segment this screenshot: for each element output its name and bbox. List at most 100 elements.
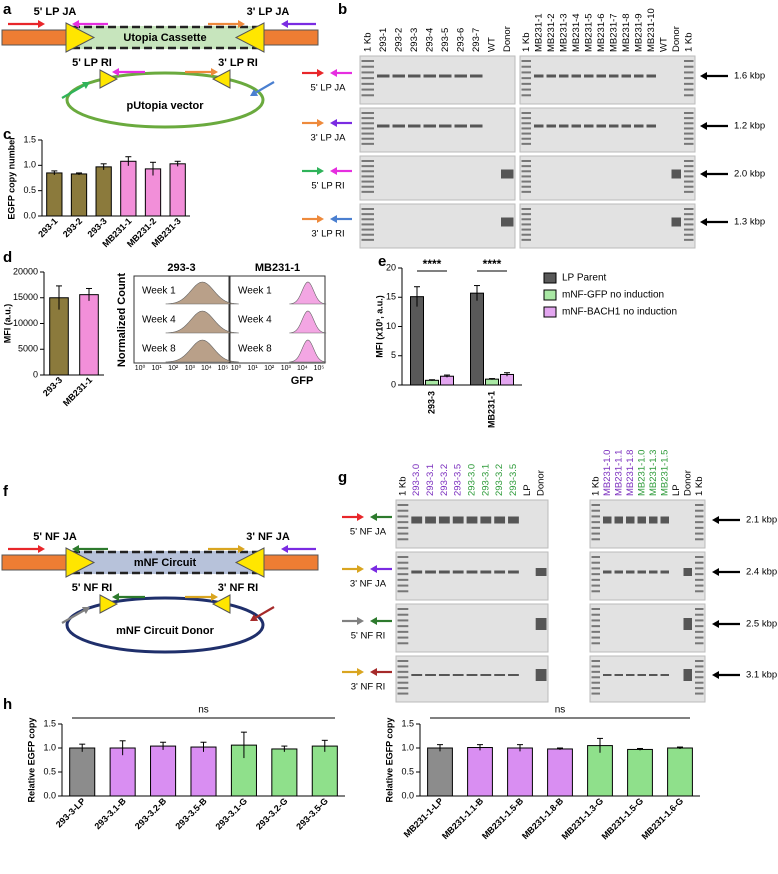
gel-band: [423, 124, 436, 128]
ladder-band: [591, 521, 600, 524]
ladder-band: [591, 504, 600, 506]
gel-band: [494, 674, 506, 676]
gel-band: [603, 516, 612, 524]
ladder-band: [361, 218, 374, 221]
arrow-head: [357, 668, 364, 676]
gel-image: [395, 655, 549, 703]
primer-label: 3' LP JA: [247, 6, 290, 18]
ladder-band: [684, 112, 694, 114]
ladder-band: [695, 670, 704, 673]
primer-label: 3' NF JA: [246, 531, 290, 543]
x-tick-label: 293-3: [41, 375, 64, 398]
arrow-head: [700, 218, 707, 226]
arrow-head: [712, 568, 719, 576]
ladder-band: [591, 567, 600, 570]
ladder-band: [361, 165, 374, 168]
flow-tick: 10¹: [248, 365, 259, 372]
ladder-band: [361, 71, 374, 74]
lane-label: MB231-1.1: [613, 450, 624, 496]
x-tick-label: MB231-1.1-B: [440, 796, 486, 842]
ladder-band: [684, 94, 694, 97]
ladder-band: [521, 213, 531, 216]
ladder-band: [361, 208, 374, 210]
ladder-band: [521, 88, 531, 91]
ladder-band: [684, 77, 694, 80]
lane-label: Donor: [682, 470, 693, 496]
y-axis-label: MFI (x10³, a.u.): [374, 295, 384, 358]
y-axis-label: Relative EGFP copy: [384, 718, 394, 803]
bar: [410, 296, 424, 386]
x-tick-label: MB231-1.6-G: [640, 796, 686, 842]
ladder-band: [695, 504, 704, 506]
ladder-band: [684, 132, 694, 135]
ladder-band: [591, 642, 600, 645]
y-tick-label: 1.0: [401, 742, 414, 752]
arrow-head: [72, 545, 79, 553]
gel-band: [466, 674, 478, 676]
ladder-band: [684, 88, 694, 91]
y-tick-label: 15: [386, 292, 396, 302]
ladder-band: [397, 692, 409, 695]
bar: [587, 745, 613, 797]
lox-site: [234, 22, 265, 53]
flow-week: Week 1: [142, 286, 176, 297]
ladder-band: [361, 117, 374, 120]
significance-label: ns: [555, 705, 566, 716]
gel-band: [626, 516, 635, 524]
flow-week: Week 4: [142, 315, 176, 326]
y-tick-label: 1.5: [43, 718, 56, 728]
y-tick-label: 1.5: [23, 134, 36, 144]
x-tick-label: MB231-1.3-G: [560, 796, 606, 842]
arrow-shaft: [61, 609, 85, 624]
gel-image: [359, 155, 516, 201]
ladder-band: [695, 578, 704, 581]
lane-label: MB231-2: [546, 13, 557, 52]
size-label: 1.2 kbp: [734, 121, 765, 132]
gel-band: [596, 124, 606, 128]
size-label: 2.0 kbp: [734, 169, 765, 180]
ladder-band: [684, 71, 694, 74]
arrow-head: [712, 671, 719, 679]
ladder-band: [521, 175, 531, 178]
panel-label: h: [3, 696, 12, 713]
ladder-band: [361, 94, 374, 97]
panel-label: a: [3, 1, 12, 18]
ladder-band: [591, 670, 600, 673]
ladder-band: [361, 223, 374, 226]
ladder-band: [695, 692, 704, 695]
gel-band: [649, 516, 658, 524]
ladder-band: [684, 228, 694, 231]
x-tick-label: 293-3: [426, 391, 436, 414]
lane-label: WT: [658, 37, 669, 52]
lane-label: MB231-10: [646, 8, 657, 52]
ladder-band: [521, 132, 531, 135]
gel-band: [584, 74, 594, 78]
gel-image: [519, 203, 696, 249]
y-tick-label: 15000: [13, 292, 38, 302]
ladder-band: [397, 509, 409, 512]
gel-band: [671, 169, 681, 179]
ladder-band: [521, 180, 531, 183]
gel-band: [452, 674, 464, 676]
x-tick-label: 293-3.2-B: [133, 796, 169, 832]
row-label: 5' LP JA: [311, 83, 347, 94]
ladder-band: [361, 238, 374, 241]
y-tick-label: 10: [386, 321, 396, 331]
ladder-band: [695, 515, 704, 518]
ladder-band: [361, 127, 374, 130]
gel-band: [621, 74, 631, 78]
arrow-head: [370, 565, 377, 573]
gel-band: [649, 570, 658, 574]
gel-band: [438, 516, 450, 524]
gel-band: [559, 74, 569, 78]
gel-band: [546, 124, 556, 128]
insert-label: mNF Circuit: [134, 557, 197, 569]
arrow-head: [357, 617, 364, 625]
ladder-band: [684, 233, 694, 236]
y-tick-label: 0: [33, 369, 38, 379]
ladder-band: [591, 573, 600, 576]
insert-label: Utopia Cassette: [123, 32, 206, 44]
ladder-band: [695, 556, 704, 558]
ladder-band: [397, 515, 409, 518]
ladder-band: [684, 122, 694, 125]
